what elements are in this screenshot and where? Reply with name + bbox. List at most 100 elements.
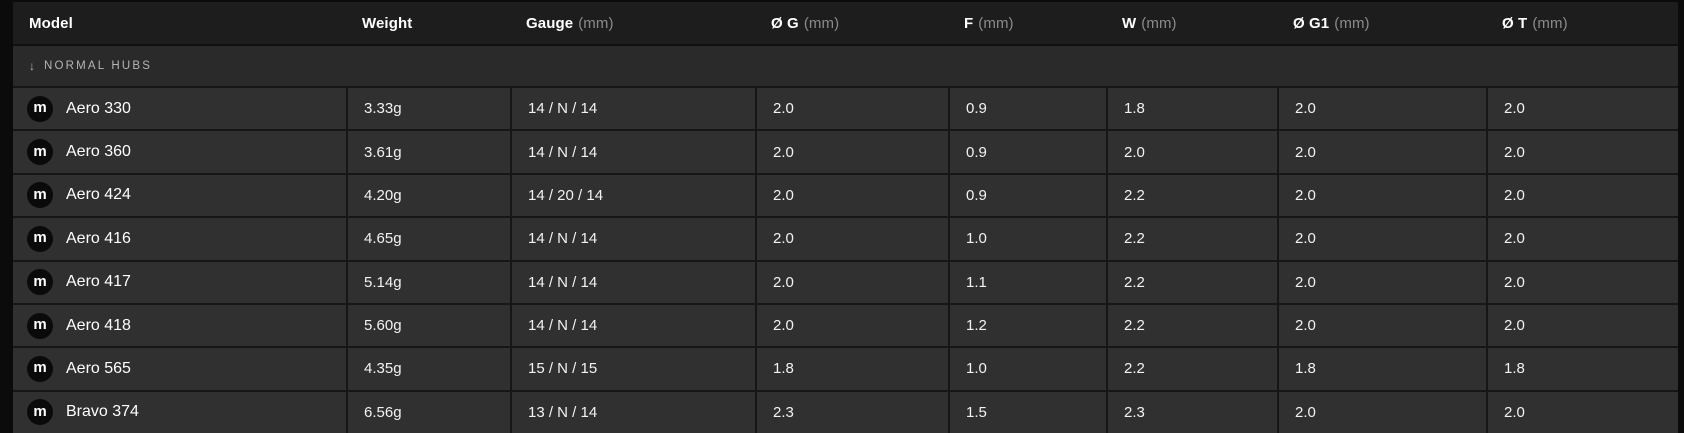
col-header-diameter-t: Ø T (mm) [1486, 15, 1678, 32]
model-name: Bravo 374 [66, 403, 139, 421]
weight-cell: 5.60g [346, 304, 510, 347]
f-cell: 1.1 [948, 261, 1106, 303]
col-header-model: Model [13, 15, 346, 32]
brand-m-icon: m [27, 139, 53, 166]
table-row-bravo-374[interactable]: m Bravo 374 6.56g 13 / N / 14 2.3 1.5 2.3… [13, 389, 1678, 433]
brand-m-icon: m [27, 312, 53, 339]
w-cell: 2.2 [1106, 261, 1277, 303]
f-cell: 0.9 [948, 131, 1106, 173]
model-name: Aero 360 [66, 143, 131, 161]
model-cell: m Aero 418 [13, 305, 346, 346]
diameter-t-cell: 2.0 [1486, 304, 1678, 347]
w-cell: 2.2 [1106, 304, 1277, 347]
arrow-down-icon: ↓ [29, 59, 35, 73]
col-unit: (mm) [1532, 14, 1568, 32]
model-name: Aero 416 [66, 229, 131, 247]
diameter-g-cell: 1.8 [755, 348, 948, 390]
brand-m-icon: m [27, 95, 53, 122]
w-cell: 1.8 [1106, 88, 1277, 130]
gauge-cell: 15 / N / 15 [510, 348, 755, 390]
weight-cell: 4.35g [346, 348, 510, 390]
gauge-cell: 14 / N / 14 [510, 261, 755, 303]
table-row-aero-416[interactable]: m Aero 416 4.65g 14 / N / 14 2.0 1.0 2.2 … [13, 216, 1678, 260]
col-header-diameter-g: Ø G (mm) [755, 15, 948, 32]
gauge-cell: 14 / 20 / 14 [510, 174, 755, 217]
model-cell: m Bravo 374 [13, 392, 346, 433]
table-row-aero-424[interactable]: m Aero 424 4.20g 14 / 20 / 14 2.0 0.9 2.2… [13, 172, 1678, 217]
model-name: Aero 330 [66, 99, 131, 117]
model-cell: m Aero 565 [13, 348, 346, 389]
f-cell: 1.0 [948, 348, 1106, 390]
w-cell: 2.3 [1106, 391, 1277, 433]
diameter-g1-cell: 2.0 [1277, 218, 1486, 260]
gauge-cell: 14 / N / 14 [510, 131, 755, 173]
gauge-cell: 14 / N / 14 [510, 304, 755, 347]
col-label: Model [29, 14, 73, 32]
diameter-t-cell: 1.8 [1486, 348, 1678, 390]
diameter-t-cell: 2.0 [1486, 88, 1678, 130]
col-unit: (mm) [978, 14, 1014, 32]
weight-cell: 3.61g [346, 131, 510, 173]
diameter-g1-cell: 2.0 [1277, 304, 1486, 347]
diameter-g-cell: 2.0 [755, 88, 948, 130]
col-header-diameter-g1: Ø G1 (mm) [1277, 15, 1486, 32]
col-label: F [964, 14, 974, 32]
w-cell: 2.0 [1106, 131, 1277, 173]
diameter-t-cell: 2.0 [1486, 261, 1678, 303]
model-cell: m Aero 416 [13, 218, 346, 259]
weight-cell: 3.33g [346, 88, 510, 130]
table-row-aero-417[interactable]: m Aero 417 5.14g 14 / N / 14 2.0 1.1 2.2 … [13, 259, 1678, 303]
col-header-gauge: Gauge (mm) [510, 15, 755, 32]
diameter-g-cell: 2.3 [755, 391, 948, 433]
col-label: Weight [362, 14, 413, 32]
section-header-normal-hubs[interactable]: ↓ NORMAL HUBS [13, 44, 1678, 86]
w-cell: 2.2 [1106, 174, 1277, 217]
col-header-w: W (mm) [1106, 15, 1277, 32]
diameter-g-cell: 2.0 [755, 174, 948, 217]
section-label: NORMAL HUBS [44, 60, 153, 72]
model-name: Aero 417 [66, 273, 131, 291]
model-name: Aero 418 [66, 316, 131, 334]
brand-m-icon: m [27, 399, 53, 426]
col-header-f: F (mm) [948, 15, 1106, 32]
diameter-g-cell: 2.0 [755, 218, 948, 260]
diameter-g1-cell: 1.8 [1277, 348, 1486, 390]
model-cell: m Aero 360 [13, 131, 346, 172]
table-row-aero-418[interactable]: m Aero 418 5.60g 14 / N / 14 2.0 1.2 2.2 … [13, 302, 1678, 347]
diameter-t-cell: 2.0 [1486, 391, 1678, 433]
col-label: Ø T [1502, 14, 1528, 32]
gauge-cell: 13 / N / 14 [510, 391, 755, 433]
col-label: Ø G1 [1293, 14, 1330, 32]
f-cell: 1.2 [948, 304, 1106, 347]
diameter-t-cell: 2.0 [1486, 174, 1678, 217]
col-label: W [1122, 14, 1137, 32]
model-name: Aero 565 [66, 359, 131, 377]
diameter-g-cell: 2.0 [755, 131, 948, 173]
diameter-g1-cell: 2.0 [1277, 391, 1486, 433]
table-row-aero-360[interactable]: m Aero 360 3.61g 14 / N / 14 2.0 0.9 2.0 … [13, 129, 1678, 173]
col-unit: (mm) [1141, 14, 1177, 32]
table-row-aero-330[interactable]: m Aero 330 3.33g 14 / N / 14 2.0 0.9 1.8 … [13, 86, 1678, 130]
table-row-aero-565[interactable]: m Aero 565 4.35g 15 / N / 15 1.8 1.0 2.2 … [13, 346, 1678, 390]
model-cell: m Aero 424 [13, 175, 346, 216]
weight-cell: 6.56g [346, 391, 510, 433]
col-label: Gauge [526, 14, 574, 32]
table-header-row: Model Weight Gauge (mm) Ø G (mm) F (mm) W (m… [13, 2, 1678, 44]
weight-cell: 4.20g [346, 174, 510, 217]
diameter-g1-cell: 2.0 [1277, 131, 1486, 173]
col-unit: (mm) [803, 14, 840, 32]
diameter-g-cell: 2.0 [755, 304, 948, 347]
f-cell: 1.0 [948, 218, 1106, 260]
col-unit: (mm) [1334, 14, 1370, 32]
w-cell: 2.2 [1106, 348, 1277, 390]
col-header-weight: Weight [346, 15, 510, 32]
diameter-g1-cell: 2.0 [1277, 174, 1486, 217]
model-name: Aero 424 [66, 186, 131, 204]
diameter-t-cell: 2.0 [1486, 131, 1678, 173]
w-cell: 2.2 [1106, 218, 1277, 260]
diameter-g1-cell: 2.0 [1277, 261, 1486, 303]
f-cell: 0.9 [948, 88, 1106, 130]
gauge-cell: 14 / N / 14 [510, 88, 755, 130]
brand-m-icon: m [27, 269, 53, 296]
brand-m-icon: m [27, 355, 53, 382]
